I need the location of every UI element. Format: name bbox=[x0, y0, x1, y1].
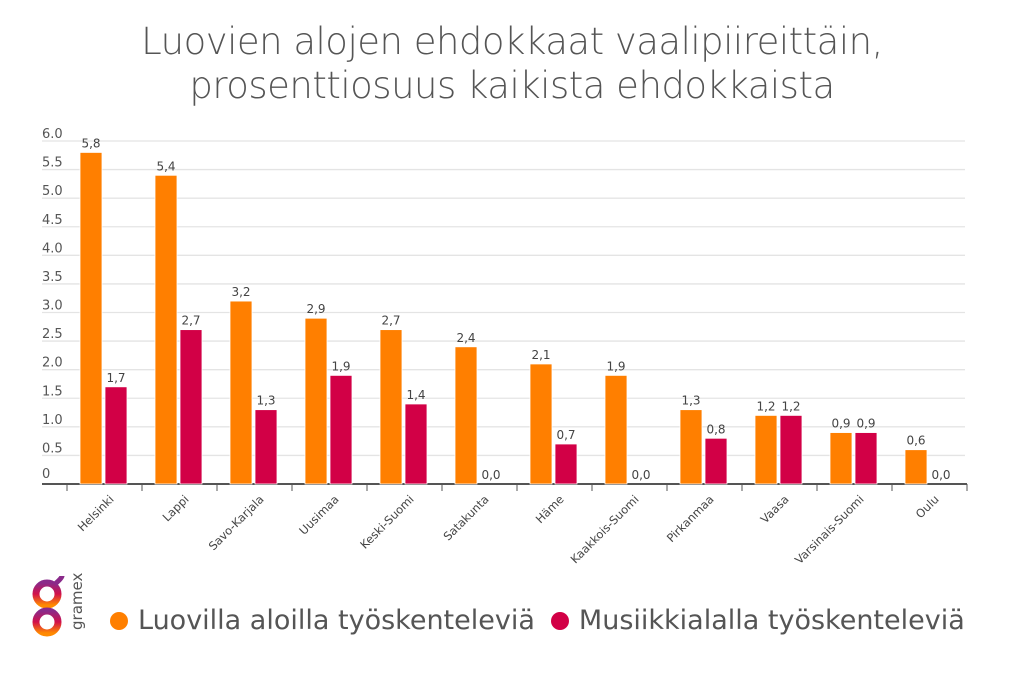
y-tick-label: 3.5 bbox=[42, 270, 63, 285]
category-label: Lappi bbox=[160, 492, 192, 524]
y-tick-label: 1.0 bbox=[42, 413, 63, 428]
category-label: Satakunta bbox=[440, 492, 491, 543]
category-label: Vaasa bbox=[758, 492, 792, 526]
category-label: Varsinais-Suomi bbox=[792, 492, 867, 567]
y-tick-label: 4.5 bbox=[42, 213, 63, 228]
bar-creative bbox=[154, 174, 178, 485]
bar-music bbox=[554, 443, 578, 485]
bar-creative bbox=[679, 409, 703, 485]
bar-creative bbox=[79, 152, 103, 485]
y-tick-label: 3.0 bbox=[42, 299, 63, 314]
bar-creative bbox=[379, 329, 403, 485]
data-label: 0,0 bbox=[631, 468, 650, 482]
data-label: 0,8 bbox=[706, 422, 725, 436]
bar-creative bbox=[229, 300, 253, 485]
legend-marker bbox=[110, 611, 128, 630]
legend-label: Luovilla aloilla työskenteleviä bbox=[138, 605, 535, 636]
category-label: Helsinki bbox=[75, 492, 117, 534]
data-label: 1,3 bbox=[256, 394, 275, 408]
bar-creative bbox=[604, 374, 628, 485]
data-label: 5,4 bbox=[156, 159, 175, 173]
category-label: Häme bbox=[533, 492, 567, 526]
bar-music bbox=[329, 374, 353, 485]
data-label: 0,9 bbox=[856, 417, 875, 431]
bar-creative bbox=[829, 432, 853, 485]
y-tick-label: 5.0 bbox=[42, 184, 63, 199]
bar-music bbox=[704, 437, 728, 485]
bar-music bbox=[779, 414, 803, 485]
y-tick-label: 2.0 bbox=[42, 356, 63, 371]
data-label: 2,9 bbox=[306, 302, 325, 316]
category-label: Kaakkois-Suomi bbox=[568, 492, 642, 566]
svg-text:gramex: gramex bbox=[68, 573, 86, 630]
y-tick-label: 1.5 bbox=[42, 384, 63, 399]
bar-chart: 0 0.5 1.0 1.5 2.0 2.5 3.0 3.5 4.0 4.5 5.0 5.5 6.0 Hel… bbox=[42, 127, 968, 567]
gramex-logo: gramex bbox=[22, 572, 92, 646]
bar-creative bbox=[454, 346, 478, 485]
data-label: 1,2 bbox=[756, 399, 775, 413]
category-label: Oulu bbox=[913, 492, 942, 521]
y-tick-label: 5.5 bbox=[42, 156, 63, 171]
bar-music bbox=[854, 432, 878, 485]
bar-creative bbox=[304, 317, 328, 485]
data-label: 3,2 bbox=[231, 285, 250, 299]
data-label: 1,7 bbox=[106, 371, 125, 385]
data-label: 0,6 bbox=[906, 434, 925, 448]
legend-item-music: Musiikkialalla työskenteleviä bbox=[550, 605, 965, 636]
bar-music bbox=[404, 403, 428, 485]
title-line-1: Luovien alojen ehdokkaat vaalipiireittäi… bbox=[141, 20, 883, 63]
data-label: 5,8 bbox=[81, 136, 100, 150]
bar-music bbox=[179, 329, 203, 485]
y-tick-label: 0 bbox=[42, 467, 50, 482]
legend-label: Musiikkialalla työskenteleviä bbox=[578, 605, 965, 636]
legend-item-creative: Luovilla aloilla työskenteleviä bbox=[110, 605, 535, 636]
data-label: 2,7 bbox=[181, 314, 200, 328]
data-label: 0,7 bbox=[556, 428, 575, 442]
chart-title: Luovien alojen ehdokkaat vaalipiireittäi… bbox=[0, 20, 1024, 108]
bar-creative bbox=[904, 449, 928, 485]
data-label: 0,0 bbox=[931, 468, 950, 482]
data-label: 2,4 bbox=[456, 331, 475, 345]
y-tick-label: 0.5 bbox=[42, 441, 63, 456]
bar-creative bbox=[529, 363, 553, 485]
data-label: 0,0 bbox=[481, 468, 500, 482]
bar-creative bbox=[754, 414, 778, 485]
data-label: 1,4 bbox=[406, 388, 425, 402]
y-tick-label: 6.0 bbox=[42, 127, 63, 142]
title-line-2: prosenttiosuus kaikista ehdokkaista bbox=[189, 64, 835, 107]
bar-music bbox=[104, 386, 128, 485]
data-label: 1,2 bbox=[781, 399, 800, 413]
data-label: 2,7 bbox=[381, 314, 400, 328]
bar-music bbox=[254, 409, 278, 485]
data-label: 1,9 bbox=[331, 359, 350, 373]
category-label: Uusimaa bbox=[296, 492, 341, 537]
data-label: 1,3 bbox=[681, 394, 700, 408]
category-label: Savo-Karjala bbox=[206, 492, 267, 553]
data-label: 2,1 bbox=[531, 348, 550, 362]
category-label: Keski-Suomi bbox=[357, 492, 416, 551]
data-label: 0,9 bbox=[831, 417, 850, 431]
legend: Luovilla aloilla työskenteleviä Musiikki… bbox=[110, 605, 981, 636]
y-tick-label: 4.0 bbox=[42, 241, 63, 256]
data-label: 1,9 bbox=[606, 359, 625, 373]
y-tick-label: 2.5 bbox=[42, 327, 63, 342]
category-label: Pirkanmaa bbox=[664, 492, 717, 545]
legend-marker bbox=[550, 611, 569, 630]
